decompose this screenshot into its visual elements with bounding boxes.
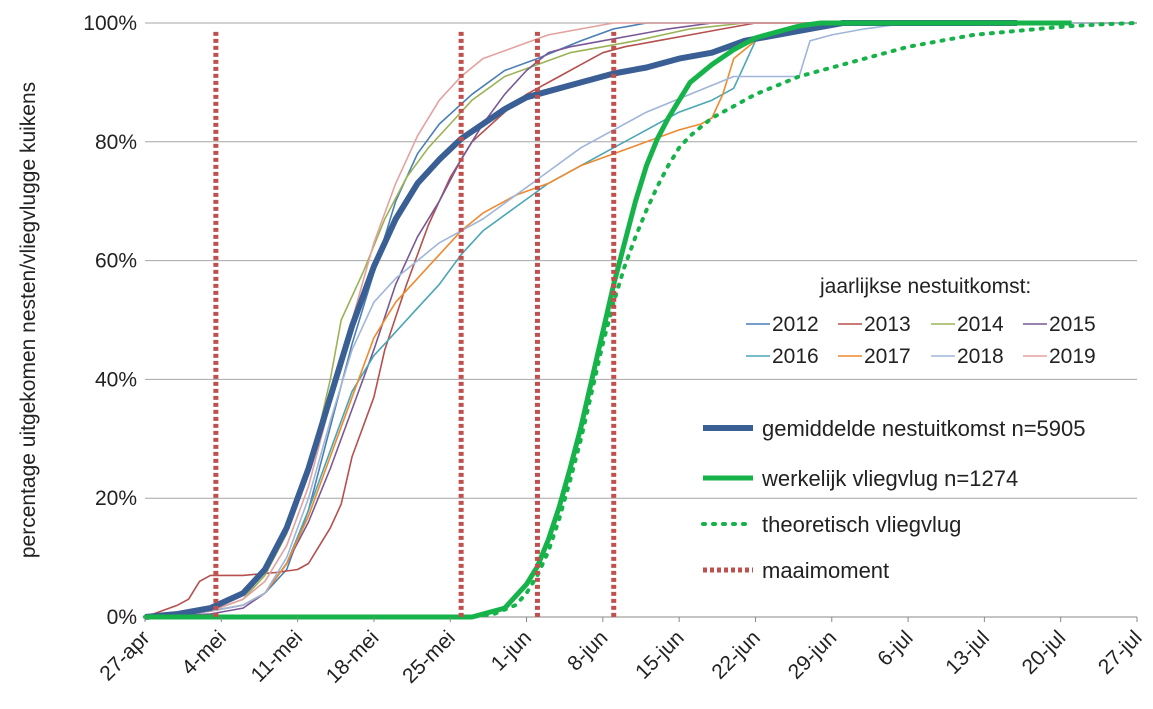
y-tick-label: 80%: [95, 131, 137, 154]
x-tick-label: 22-jun: [707, 626, 765, 684]
x-tick-label: 27-apr: [95, 626, 154, 685]
y-tick-label: 60%: [95, 250, 137, 273]
legend-entry: 2018: [957, 345, 1004, 368]
x-tick-label: 25-mei: [398, 626, 460, 688]
legend-entry: maaimoment: [762, 558, 889, 583]
legend-entry: werkelijk vliegvlug n=1274: [761, 466, 1018, 491]
legend-entry: 2013: [864, 313, 911, 336]
y-tick-labels: 0% 20% 40% 60% 80% 100%: [83, 12, 137, 629]
x-tick-label: 18-mei: [322, 626, 384, 688]
y-tick-label: 20%: [95, 487, 137, 510]
series-line: [144, 20, 1018, 620]
data-lines: [143, 20, 1139, 620]
y-tick-label: 100%: [83, 12, 137, 35]
series-line: [145, 20, 1072, 620]
series-line: [144, 22, 1137, 618]
legend-entry: 2016: [772, 345, 819, 368]
series-line: [143, 21, 1139, 619]
x-tick-label: 15-jun: [631, 626, 689, 684]
legend-entry: 2012: [772, 313, 819, 336]
x-tick-label: 6-jul: [873, 626, 917, 670]
series-line: [144, 22, 1018, 618]
y-axis-label: percentage uitgekomen nesten/vliegvlugge…: [17, 82, 40, 558]
legend-entry: 2015: [1049, 313, 1096, 336]
x-tick-label: 1-jun: [487, 626, 536, 675]
x-tick-label: 13-jul: [941, 626, 994, 679]
legend: jaarlijkse nestuitkomst:2012 2013 2014 2015…: [701, 275, 1096, 583]
x-tick-label: 20-jul: [1018, 626, 1071, 679]
legend-title: jaarlijkse nestuitkomst:: [819, 275, 1031, 298]
legend-entry: 2017: [864, 345, 911, 368]
legend-entry: theoretisch vliegvlug: [762, 512, 961, 537]
legend-entry: 2019: [1049, 345, 1096, 368]
legend-entry: 2014: [957, 313, 1004, 336]
x-tick-labels: 27-apr 4-mei 11-mei 18-mei 25-mei 1-jun 8-jun 1…: [95, 617, 1147, 688]
x-tick-label: 29-jun: [784, 626, 842, 684]
y-tick-label: 40%: [95, 368, 137, 391]
x-tick-label: 8-jun: [563, 626, 612, 675]
y-tick-label: 0%: [107, 606, 137, 629]
legend-entry: gemiddelde nestuitkomst n=5905: [762, 416, 1086, 441]
x-tick-label: 4-mei: [177, 626, 230, 679]
series-line: [144, 22, 1018, 618]
x-tick-label: 11-mei: [247, 626, 308, 687]
x-tick-label: 27-jul: [1094, 626, 1147, 679]
